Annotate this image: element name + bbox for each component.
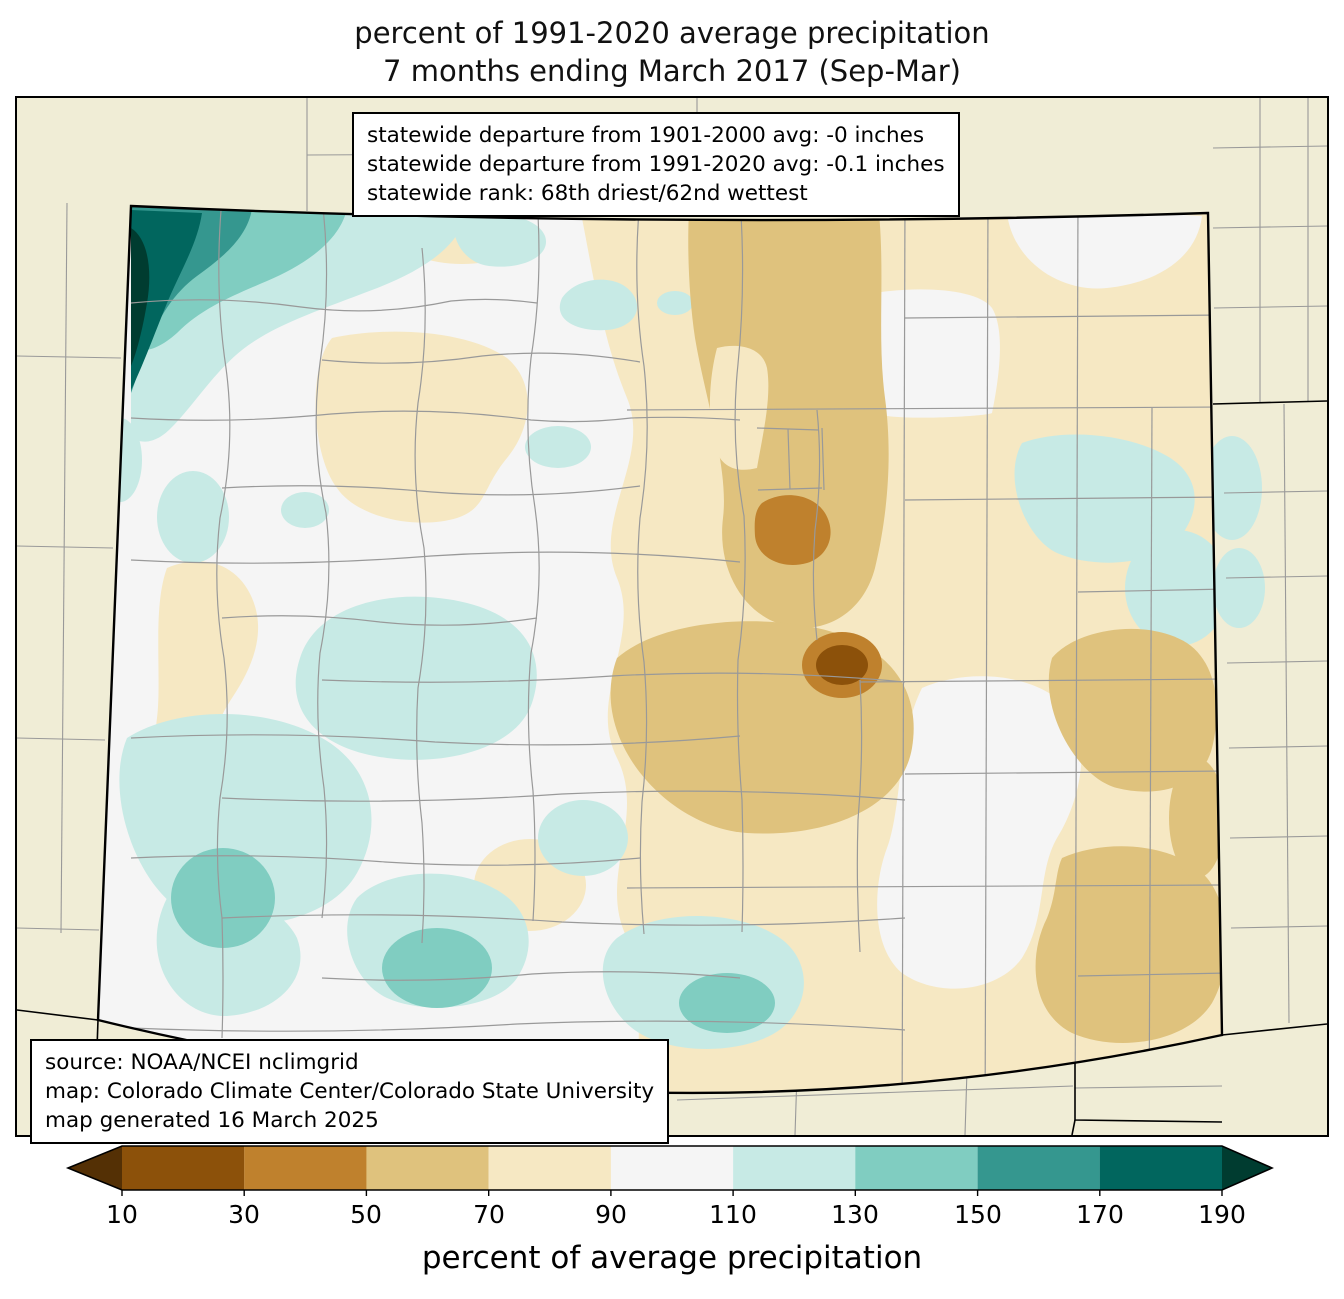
source-line-3: map generated 16 March 2025 [45,1108,379,1133]
tick-190: 190 [1198,1200,1246,1229]
band-70-90-inner-patch [709,345,769,470]
band-above-190-regions [131,228,150,366]
colorbar-axis-label: percent of average precipitation [421,1240,923,1276]
colorbar-canvas [65,1145,1274,1196]
colorbar-tick-marks [121,1190,1223,1196]
tick-170: 170 [1076,1200,1124,1229]
colorbar-seg-10-30 [122,1146,245,1190]
map-canvas [17,98,1327,1135]
neighbor-county-lines [17,98,1327,1135]
tick-130: 130 [831,1200,879,1229]
county-lines [130,206,1222,1093]
colorbar-seg-70-90 [488,1146,611,1190]
colorbar: 10 30 50 70 90 110 130 150 170 190 perce… [0,1144,1344,1299]
source-line-1: source: NOAA/NCEI nclimgrid [45,1050,359,1075]
colorado-precipitation-map: statewide departure from 1901-2000 avg: … [15,96,1329,1144]
tick-90: 90 [595,1200,627,1229]
colorbar-seg-50-70 [366,1146,489,1190]
colorbar-under-arrow [68,1146,122,1190]
colorbar-seg-130-150 [855,1146,978,1190]
title-line-1: percent of 1991-2020 average precipitati… [354,16,990,50]
band-10-30-regions [816,645,868,685]
tick-150: 150 [954,1200,1002,1229]
source-line-2: map: Colorado Climate Center/Colorado St… [45,1079,655,1104]
band-90-110-holes [870,211,1202,989]
colorbar-seg-150-170 [977,1146,1100,1190]
colorbar-tick-labels: 10 30 50 70 90 110 130 150 170 190 [0,1200,1344,1234]
colorbar-seg-90-110 [610,1146,734,1190]
page-title: percent of 1991-2020 average precipitati… [0,14,1344,90]
stats-line-1: statewide departure from 1901-2000 avg: … [367,123,925,148]
out-of-state-teal-patch [1202,436,1265,628]
colorbar-seg-30-50 [244,1146,367,1190]
colorbar-over-arrow [1222,1146,1272,1190]
tick-10: 10 [106,1200,138,1229]
stats-box: statewide departure from 1901-2000 avg: … [352,112,960,217]
title-line-2: 7 months ending March 2017 (Sep-Mar) [383,54,961,88]
colorbar-seg-170-190 [1099,1146,1222,1190]
tick-50: 50 [350,1200,382,1229]
stats-line-2: statewide departure from 1991-2020 avg: … [367,152,945,177]
stats-line-3: statewide rank: 68th driest/62nd wettest [367,181,808,206]
tick-30: 30 [228,1200,260,1229]
band-130-150-regions [131,206,775,1033]
tick-70: 70 [473,1200,505,1229]
tick-110: 110 [709,1200,757,1229]
colorbar-seg-110-130 [733,1146,856,1190]
source-box: source: NOAA/NCEI nclimgrid map: Colorad… [30,1039,670,1144]
